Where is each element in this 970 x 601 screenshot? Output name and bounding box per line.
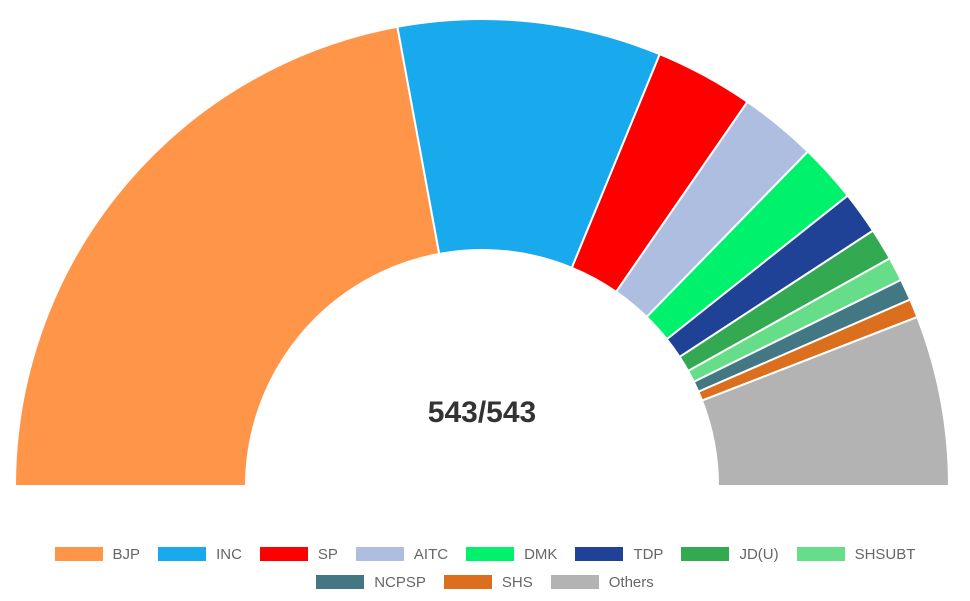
parliament-chart: 543/543 <box>13 18 951 487</box>
legend-item-shsubt[interactable]: SHSUBT <box>796 545 916 563</box>
legend-label: SHS <box>501 573 533 591</box>
legend-item-aitc[interactable]: AITC <box>355 545 449 563</box>
legend-label: Others <box>608 573 654 591</box>
legend-swatch <box>681 547 730 561</box>
legend-label: BJP <box>112 545 141 563</box>
legend-label: SP <box>317 545 338 563</box>
legend-swatch <box>259 547 308 561</box>
legend-item-jd-u[interactable]: JD(U) <box>681 545 779 563</box>
chart-slices <box>13 18 951 487</box>
legend-swatch <box>54 547 103 561</box>
legend-label: TDP <box>633 545 664 563</box>
slice-bjp[interactable] <box>13 25 441 487</box>
legend-item-inc[interactable]: INC <box>158 546 242 563</box>
legend-label: NCPSP <box>374 573 426 591</box>
seat-count-label: 543/543 <box>428 396 536 429</box>
chart-legend: BJP INC SP AITC DMK TDP JD(U) SHSUBT NCPSP SHS Oth… <box>0 540 970 596</box>
legend-swatch <box>316 575 365 589</box>
legend-item-others[interactable]: Others <box>550 573 654 591</box>
legend-item-dmk[interactable]: DMK <box>466 546 557 563</box>
legend-row: BJP INC SP AITC DMK TDP JD(U) SHSUBT <box>0 540 970 568</box>
legend-swatch <box>158 547 207 561</box>
legend-label: AITC <box>413 545 449 563</box>
legend-swatch <box>443 575 492 589</box>
legend-swatch <box>550 575 599 589</box>
legend-row: NCPSP SHS Others <box>0 568 970 596</box>
legend-item-ncpsp[interactable]: NCPSP <box>316 574 426 591</box>
legend-swatch <box>575 547 624 561</box>
legend-item-bjp[interactable]: BJP <box>54 545 141 563</box>
legend-item-shs[interactable]: SHS <box>443 573 533 591</box>
legend-label: JD(U) <box>739 545 779 563</box>
legend-label: DMK <box>524 545 558 563</box>
slice-others[interactable] <box>700 315 951 487</box>
legend-item-tdp[interactable]: TDP <box>575 546 663 563</box>
legend-swatch <box>796 547 845 561</box>
legend-label: INC <box>216 545 242 563</box>
legend-swatch <box>466 547 515 561</box>
legend-label: SHSUBT <box>854 545 916 563</box>
legend-item-sp[interactable]: SP <box>259 545 338 563</box>
legend-swatch <box>355 547 404 561</box>
